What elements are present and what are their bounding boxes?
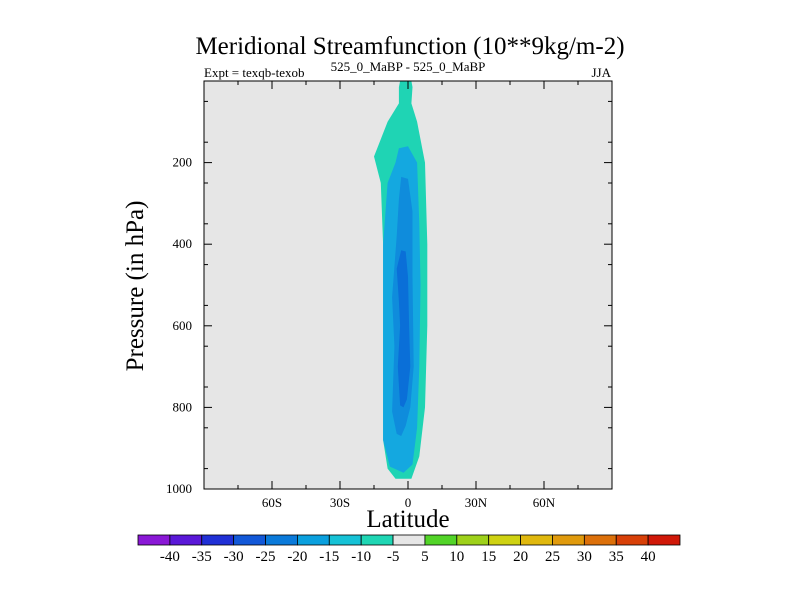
- colorbar-label: 25: [545, 549, 560, 565]
- colorbar-label: 40: [641, 549, 656, 565]
- period-label: 525_0_MaBP - 525_0_MaBP: [331, 59, 486, 74]
- colorbar-swatch: [201, 534, 235, 546]
- colorbar-swatch: [392, 534, 426, 546]
- axis-ticks: 200 400 600 800 1000 60S 30S 0 30N 60N: [166, 80, 612, 510]
- x-axis-label: Latitude: [366, 506, 449, 533]
- y-tick-label: 800: [173, 399, 193, 414]
- colorbar-swatch: [647, 534, 681, 546]
- colorbar-swatch: [488, 534, 521, 546]
- contour-fills: [374, 81, 428, 479]
- colorbar-swatch: [552, 534, 585, 546]
- colorbar-label: -5: [387, 549, 400, 565]
- x-tick-label: 30S: [330, 495, 350, 510]
- y-axis-label: Pressure (in hPa): [122, 201, 149, 372]
- colorbar-label: -20: [287, 549, 307, 565]
- colorbar-swatch: [615, 534, 649, 546]
- colorbar-swatch: [169, 534, 203, 546]
- colorbar-label: -30: [224, 549, 244, 565]
- colorbar-swatch: [424, 534, 458, 546]
- y-tick-label: 1000: [166, 481, 192, 496]
- y-tick-label: 200: [173, 155, 193, 170]
- colorbar: -40 -35 -30 -25 -20 -15 -10 -5 5 10 15 20 25 30 35 40: [137, 534, 681, 565]
- x-tick-label: 60S: [262, 495, 282, 510]
- colorbar-label: -35: [192, 549, 212, 565]
- x-tick-label: 60N: [533, 495, 556, 510]
- colorbar-swatch: [520, 534, 553, 546]
- chart-title: Meridional Streamfunction (10**9kg/m-2): [195, 33, 624, 60]
- colorbar-label: 5: [421, 549, 429, 565]
- colorbar-swatch: [360, 534, 394, 546]
- colorbar-label: -25: [256, 549, 276, 565]
- colorbar-label: -15: [319, 549, 339, 565]
- colorbar-swatch: [233, 534, 266, 546]
- colorbar-swatch: [297, 534, 330, 546]
- season-label: JJA: [591, 65, 611, 80]
- x-tick-label: 30N: [465, 495, 488, 510]
- colorbar-swatch: [265, 534, 298, 546]
- colorbar-label: 35: [609, 549, 624, 565]
- colorbar-label: 15: [481, 549, 496, 565]
- x-tick-label: 0: [405, 495, 412, 510]
- experiment-label: Expt = texqb-texob: [204, 65, 304, 80]
- colorbar-swatch: [456, 534, 490, 546]
- colorbar-label: -10: [351, 549, 371, 565]
- colorbar-swatch: [137, 534, 171, 546]
- colorbar-label: 30: [577, 549, 592, 565]
- y-tick-label: 400: [173, 236, 193, 251]
- colorbar-label: -40: [160, 549, 180, 565]
- contour-region-3: [396, 250, 411, 408]
- colorbar-swatch: [583, 534, 617, 546]
- colorbar-label: 20: [513, 549, 528, 565]
- y-tick-label: 600: [173, 318, 193, 333]
- plot-area: 200 400 600 800 1000 60S 30S 0 30N 60N: [166, 80, 613, 510]
- colorbar-label: 10: [449, 549, 464, 565]
- colorbar-swatch: [328, 534, 362, 546]
